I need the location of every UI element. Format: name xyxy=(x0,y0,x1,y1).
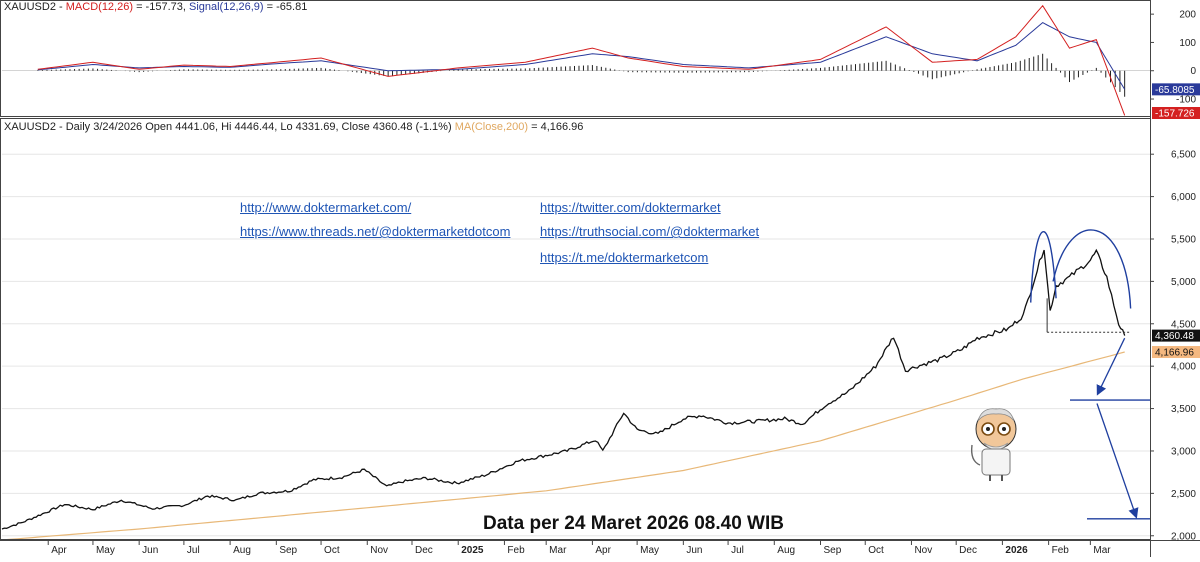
close-value-tag-text: 4,360.48 xyxy=(1155,331,1194,342)
signal-line xyxy=(37,21,1126,90)
x-tick-label: May xyxy=(640,545,659,556)
x-tick-label: 2025 xyxy=(461,545,484,556)
close-value-tag-bg xyxy=(1152,329,1200,342)
x-tick-label: Jun xyxy=(686,545,702,556)
first-projection-arrow xyxy=(1096,337,1126,396)
x-tick-label: Nov xyxy=(370,545,388,556)
link-twitter[interactable]: https://twitter.com/doktermarket xyxy=(540,200,721,215)
macd-panel-header: XAUUSD2 - MACD(12,26) = -157.73, Signal(… xyxy=(4,1,308,13)
close-value-tag: 4,360.48 xyxy=(1152,329,1200,342)
macd-symbol: XAUUSD2 xyxy=(4,1,56,13)
macd-value-tag-bg xyxy=(1152,107,1200,119)
macd-ytick-label: 0 xyxy=(1190,66,1196,77)
price-ytick-label: 3,000 xyxy=(1171,446,1196,457)
x-tick-label: Jul xyxy=(731,545,744,556)
ma-value-tag-text: 4,166.96 xyxy=(1155,348,1194,359)
price-ytick-label: 2,000 xyxy=(1171,531,1196,542)
x-tick-label: Aug xyxy=(777,545,795,556)
macd-line xyxy=(37,4,1126,116)
x-tick-label: Dec xyxy=(959,545,977,556)
macd-value: = -157.73, xyxy=(136,1,186,13)
price-ytick-label: 3,500 xyxy=(1171,404,1196,415)
x-tick-label: Jul xyxy=(187,545,200,556)
second-projection-arrow xyxy=(1096,403,1139,519)
macd-histogram xyxy=(37,53,1126,97)
x-tick-label: Sep xyxy=(279,545,297,556)
x-tick-label: Apr xyxy=(51,545,67,556)
signal-value-tag: -65.8085 xyxy=(1152,83,1200,96)
x-tick-label: 2026 xyxy=(1005,545,1028,556)
series-lines xyxy=(1,4,1126,541)
x-tick-label: Aug xyxy=(233,545,251,556)
link-threads-text[interactable]: https://www.threads.net/@doktermarketdot… xyxy=(240,224,511,239)
data-date-caption: Data per 24 Maret 2026 08.40 WIB xyxy=(483,513,784,534)
price-line xyxy=(1,248,1126,530)
link-truthsocial-text[interactable]: https://truthsocial.com/@doktermarket xyxy=(540,224,760,239)
x-tick-label: Oct xyxy=(868,545,884,556)
x-tick-label: Mar xyxy=(549,545,567,556)
rounded-top-arc xyxy=(1052,229,1132,309)
macd-value-tag-text: -157.726 xyxy=(1155,109,1195,120)
macd-ytick-label: 100 xyxy=(1179,38,1196,49)
macd-ytick-label: -100 xyxy=(1176,95,1196,106)
price-panel-frame xyxy=(0,118,1151,540)
price-ytick-label: 4,500 xyxy=(1171,319,1196,330)
macd-value-tag: -157.726 xyxy=(1152,107,1200,120)
macd-label: MACD(12,26) xyxy=(65,1,134,13)
ma200-line xyxy=(1,351,1125,541)
x-tick-label: Dec xyxy=(415,545,433,556)
signal-value-tag-bg xyxy=(1152,83,1200,96)
doctor-stethoscope xyxy=(970,444,981,466)
ma-value-tag-bg xyxy=(1152,346,1200,359)
x-tick-label: Sep xyxy=(824,545,842,556)
price-panel-header: XAUUSD2 - Daily 3/24/2026 Open 4441.06, … xyxy=(4,121,583,133)
x-tick-label: Mar xyxy=(1093,545,1111,556)
link-twitter-text[interactable]: https://twitter.com/doktermarket xyxy=(540,200,721,215)
value-tags: -65.8085 -157.726 4,360.48 4,166.96 xyxy=(1152,83,1200,359)
price-ytick-label: 5,000 xyxy=(1171,277,1196,288)
price-ohlc-text: XAUUSD2 - Daily 3/24/2026 Open 4441.06, … xyxy=(4,121,452,133)
price-ytick-label: 4,000 xyxy=(1171,362,1196,373)
price-ytick-label: 5,500 xyxy=(1171,234,1196,245)
x-tick-label: Jun xyxy=(142,545,158,556)
gridlines xyxy=(2,70,1150,537)
link-truthsocial[interactable]: https://truthsocial.com/@doktermarket xyxy=(540,224,759,239)
price-ytick-label: 6,500 xyxy=(1171,150,1196,161)
x-tick-label: Feb xyxy=(1052,545,1070,556)
ma-value-tag: 4,166.96 xyxy=(1152,346,1200,359)
doctor-figure xyxy=(970,408,1017,481)
doctor-eye-left xyxy=(986,427,990,431)
doctor-hair xyxy=(977,408,1015,422)
x-tick-label: May xyxy=(96,545,115,556)
ma-value: = 4,166.96 xyxy=(531,121,584,133)
pattern-annotations xyxy=(1030,229,1150,520)
x-tick-label: Feb xyxy=(507,545,525,556)
doctor-mascot-icon xyxy=(970,408,1017,481)
x-tick-label: Apr xyxy=(595,545,611,556)
signal-value-tag-text: -65.8085 xyxy=(1155,85,1195,96)
link-telegram[interactable]: https://t.me/doktermarketcom xyxy=(540,250,708,265)
link-threads[interactable]: https://www.threads.net/@doktermarketdot… xyxy=(240,224,510,239)
macd-ytick-label: 200 xyxy=(1179,10,1196,21)
ma-label: MA(Close,200) xyxy=(454,121,529,133)
link-site-text[interactable]: http://www.doktermarket.com/ xyxy=(240,200,412,215)
x-tick-label: Oct xyxy=(324,545,340,556)
doctor-eye-right xyxy=(1002,427,1006,431)
price-ytick-label: 2,500 xyxy=(1171,489,1196,500)
price-ytick-label: 6,000 xyxy=(1171,192,1196,203)
doctor-coat xyxy=(981,448,1011,476)
doctor-beard xyxy=(983,442,1009,451)
x-tick-label: Nov xyxy=(914,545,932,556)
link-telegram-text[interactable]: https://t.me/doktermarketcom xyxy=(540,250,709,265)
left-peak-arc xyxy=(1030,230,1057,303)
signal-value: = -65.81 xyxy=(266,1,308,13)
link-site[interactable]: http://www.doktermarket.com/ xyxy=(240,200,411,215)
signal-label: Signal(12,26,9) xyxy=(188,1,264,13)
